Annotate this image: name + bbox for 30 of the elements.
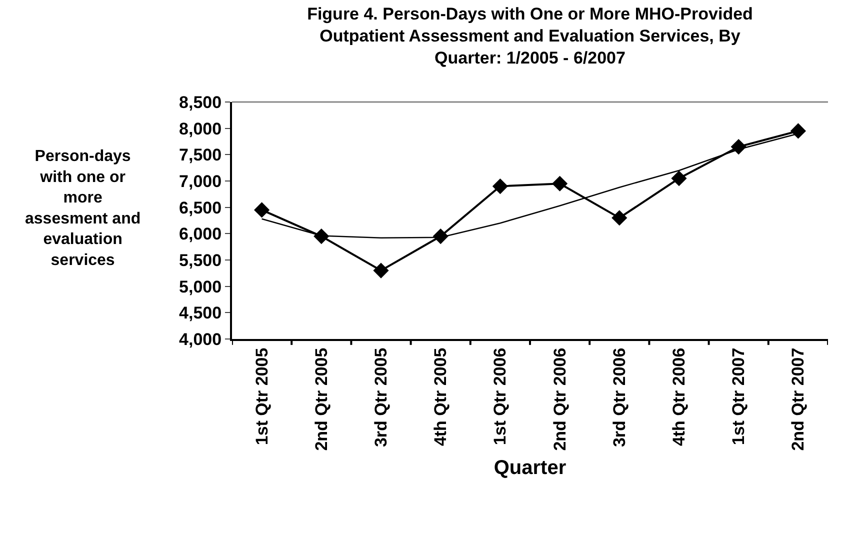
point (790, 123, 806, 139)
y-tick-label: 7,000 (179, 172, 222, 191)
y-tick-label: 6,000 (179, 224, 222, 244)
y-axis-title: Person-days with one or more assesment and evaluation services (25, 148, 141, 269)
x-tick-label: 1st Qtr 2007 (729, 348, 748, 446)
y-tick-label: 4,000 (179, 330, 222, 349)
x-tick-label: 4th Qtr 2006 (670, 348, 689, 446)
y-tick-label: 8,500 (179, 92, 222, 112)
point (492, 178, 508, 194)
x-tick-label: 2nd Qtr 2007 (788, 348, 808, 451)
x-tick-label: 4th Qtr 2005 (431, 348, 450, 446)
point (552, 176, 568, 192)
x-tick-label: 3rd Qtr 2005 (372, 348, 391, 448)
y-tick-label: 5,000 (179, 277, 222, 296)
y-tick-label: 5,500 (179, 250, 222, 270)
x-tick-label: 2nd Qtr 2006 (550, 348, 570, 451)
point (612, 210, 628, 226)
x-axis-title: Quarter (494, 456, 566, 479)
x-tick-label: 1st Qtr 2006 (490, 348, 510, 446)
x-tick-label: 2nd Qtr 2005 (312, 348, 331, 451)
x-tick-label: 1st Qtr 2005 (252, 348, 272, 446)
point (254, 202, 270, 218)
chart-title: Figure 4. Person-Days with One or More MHO-Provided Outpatient Assessment and Evaluation Services, By Quarter: 1/2005 - 6/2007 (307, 4, 753, 68)
y-tick-label: 4,500 (179, 304, 222, 323)
point (373, 262, 389, 278)
x-tick-label: 3rd Qtr 2006 (610, 348, 629, 448)
y-tick-label: 8,000 (179, 119, 222, 138)
point (671, 170, 687, 186)
y-tick-label: 6,500 (179, 198, 222, 218)
y-tick-label: 7,500 (179, 146, 222, 165)
